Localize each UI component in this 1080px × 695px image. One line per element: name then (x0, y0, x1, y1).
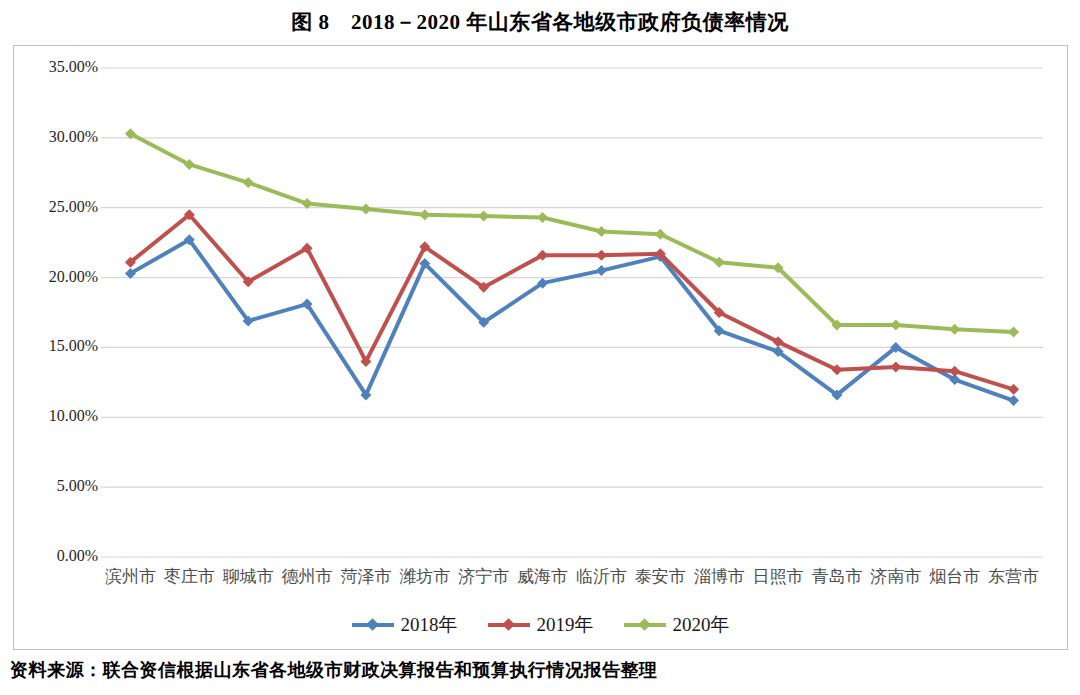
x-category-label: 临沂市 (571, 565, 631, 588)
series-line-2018年 (130, 240, 1013, 401)
legend-label: 2020年 (673, 612, 730, 638)
legend-line-diamond-icon (488, 619, 530, 631)
y-tick-label: 25.00% (14, 198, 98, 216)
figure-title: 图 8 2018－2020 年山东省各地级市政府负债率情况 (0, 8, 1080, 36)
chart-area: 35.00% 30.00% 25.00% 20.00% 15.00% 10.00% 5.00… (13, 45, 1068, 650)
legend-item-2019年: 2019年 (488, 612, 594, 638)
series-markers-2020年 (125, 128, 1019, 337)
y-tick-label: 35.00% (14, 58, 98, 76)
legend-line-diamond-icon (352, 619, 394, 631)
legend-line-diamond-icon (624, 619, 666, 631)
y-tick-label: 5.00% (14, 477, 98, 495)
figure-page: 图 8 2018－2020 年山东省各地级市政府负债率情况 35.00% 30.0… (0, 0, 1080, 695)
legend-label: 2019年 (537, 612, 594, 638)
legend-item-2018年: 2018年 (352, 612, 458, 638)
y-tick-label: 0.00% (14, 547, 98, 565)
x-category-label: 烟台市 (925, 565, 985, 588)
x-category-label: 聊城市 (218, 565, 278, 588)
x-category-label: 德州市 (277, 565, 337, 588)
x-category-label: 滨州市 (100, 565, 160, 588)
x-category-label: 淄博市 (689, 565, 749, 588)
x-category-label: 青岛市 (807, 565, 867, 588)
x-category-label: 菏泽市 (336, 565, 396, 588)
x-category-label: 枣庄市 (159, 565, 219, 588)
series-markers-2018年 (125, 234, 1019, 406)
x-category-label: 潍坊市 (395, 565, 455, 588)
legend-label: 2018年 (401, 612, 458, 638)
x-category-label: 威海市 (513, 565, 573, 588)
legend-item-2020年: 2020年 (624, 612, 730, 638)
x-category-label: 济南市 (866, 565, 926, 588)
x-category-label: 日照市 (748, 565, 808, 588)
y-tick-label: 15.00% (14, 337, 98, 355)
x-category-label: 东营市 (984, 565, 1044, 588)
x-category-label: 泰安市 (630, 565, 690, 588)
x-category-label: 济宁市 (454, 565, 514, 588)
chart-legend: 2018年 2019年 2020年 (14, 612, 1067, 638)
series-line-2019年 (130, 215, 1013, 390)
source-note: 资料来源：联合资信根据山东省各地级市财政决算报告和预算执行情况报告整理 (10, 658, 658, 682)
y-tick-label: 30.00% (14, 128, 98, 146)
y-tick-label: 10.00% (14, 407, 98, 425)
y-tick-label: 20.00% (14, 268, 98, 286)
line-chart (14, 46, 1067, 649)
series-line-2020年 (130, 134, 1013, 332)
